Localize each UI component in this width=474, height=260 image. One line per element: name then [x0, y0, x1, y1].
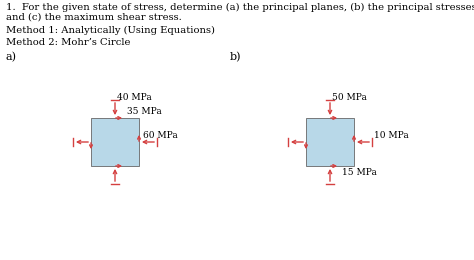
Bar — [306, 118, 354, 166]
Text: b): b) — [230, 52, 241, 62]
Text: 50 MPa: 50 MPa — [332, 93, 367, 102]
Text: 10 MPa: 10 MPa — [374, 131, 409, 140]
Text: 40 MPa: 40 MPa — [117, 93, 152, 102]
Text: Method 2: Mohr’s Circle: Method 2: Mohr’s Circle — [6, 38, 130, 47]
Text: 60 MPa: 60 MPa — [143, 131, 178, 140]
Bar — [91, 118, 139, 166]
Text: and (c) the maximum shear stress.: and (c) the maximum shear stress. — [6, 13, 182, 22]
Text: Method 1: Analytically (Using Equations): Method 1: Analytically (Using Equations) — [6, 26, 215, 35]
Text: a): a) — [6, 52, 17, 62]
Text: 35 MPa: 35 MPa — [127, 107, 162, 116]
Text: 15 MPa: 15 MPa — [342, 168, 377, 177]
Text: 1.  For the given state of stress, determine (a) the principal planes, (b) the p: 1. For the given state of stress, determ… — [6, 3, 474, 12]
